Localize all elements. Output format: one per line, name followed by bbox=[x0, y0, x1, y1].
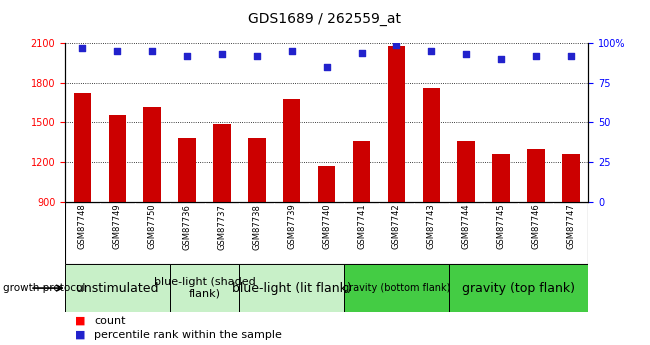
Text: GSM87743: GSM87743 bbox=[427, 204, 436, 249]
Text: GSM87749: GSM87749 bbox=[113, 204, 122, 249]
Text: ■: ■ bbox=[75, 330, 85, 340]
Point bbox=[356, 50, 367, 56]
Point bbox=[147, 48, 157, 54]
Point bbox=[530, 53, 541, 59]
Text: GSM87748: GSM87748 bbox=[78, 204, 87, 249]
Text: ■: ■ bbox=[75, 316, 85, 326]
Bar bbox=[73, 93, 91, 202]
Text: GDS1689 / 262559_at: GDS1689 / 262559_at bbox=[248, 12, 402, 26]
Point bbox=[496, 56, 506, 62]
Text: GSM87741: GSM87741 bbox=[357, 204, 366, 249]
Text: GSM87742: GSM87742 bbox=[392, 204, 401, 249]
Text: blue-light (lit flank): blue-light (lit flank) bbox=[232, 282, 352, 295]
Bar bbox=[318, 166, 335, 202]
Bar bbox=[458, 141, 475, 202]
Point bbox=[216, 51, 228, 57]
Bar bbox=[248, 138, 266, 202]
Text: gravity (top flank): gravity (top flank) bbox=[462, 282, 575, 295]
Text: GSM87745: GSM87745 bbox=[497, 204, 506, 249]
Point bbox=[461, 51, 471, 57]
Bar bbox=[492, 154, 510, 202]
Bar bbox=[144, 107, 161, 202]
Point bbox=[566, 53, 576, 59]
Bar bbox=[170, 264, 239, 312]
Text: blue-light (shaded
flank): blue-light (shaded flank) bbox=[153, 277, 255, 299]
Bar bbox=[344, 264, 448, 312]
Point bbox=[391, 42, 402, 48]
Point bbox=[112, 48, 122, 54]
Text: gravity (bottom flank): gravity (bottom flank) bbox=[343, 283, 450, 293]
Text: GSM87737: GSM87737 bbox=[218, 204, 226, 249]
Text: growth protocol: growth protocol bbox=[3, 283, 86, 293]
Text: GSM87750: GSM87750 bbox=[148, 204, 157, 249]
Point bbox=[77, 45, 88, 51]
Text: percentile rank within the sample: percentile rank within the sample bbox=[94, 330, 282, 340]
Text: GSM87739: GSM87739 bbox=[287, 204, 296, 249]
Text: GSM87746: GSM87746 bbox=[532, 204, 540, 249]
Point bbox=[426, 48, 437, 54]
Bar bbox=[283, 99, 300, 202]
Point bbox=[252, 53, 262, 59]
Text: count: count bbox=[94, 316, 125, 326]
Text: GSM87740: GSM87740 bbox=[322, 204, 331, 249]
Text: GSM87736: GSM87736 bbox=[183, 204, 192, 249]
Bar bbox=[109, 115, 126, 202]
Text: GSM87747: GSM87747 bbox=[566, 204, 575, 249]
Text: GSM87738: GSM87738 bbox=[252, 204, 261, 249]
Bar bbox=[239, 264, 344, 312]
Bar bbox=[422, 88, 440, 202]
Bar bbox=[562, 154, 580, 202]
Text: unstimulated: unstimulated bbox=[76, 282, 159, 295]
Bar bbox=[387, 46, 405, 202]
Point bbox=[182, 53, 192, 59]
Bar bbox=[65, 264, 170, 312]
Bar bbox=[178, 138, 196, 202]
Bar bbox=[527, 149, 545, 202]
Text: GSM87744: GSM87744 bbox=[462, 204, 471, 249]
Point bbox=[321, 64, 332, 70]
Bar bbox=[448, 264, 588, 312]
Bar bbox=[213, 124, 231, 202]
Point bbox=[287, 48, 297, 54]
Bar bbox=[353, 141, 370, 202]
